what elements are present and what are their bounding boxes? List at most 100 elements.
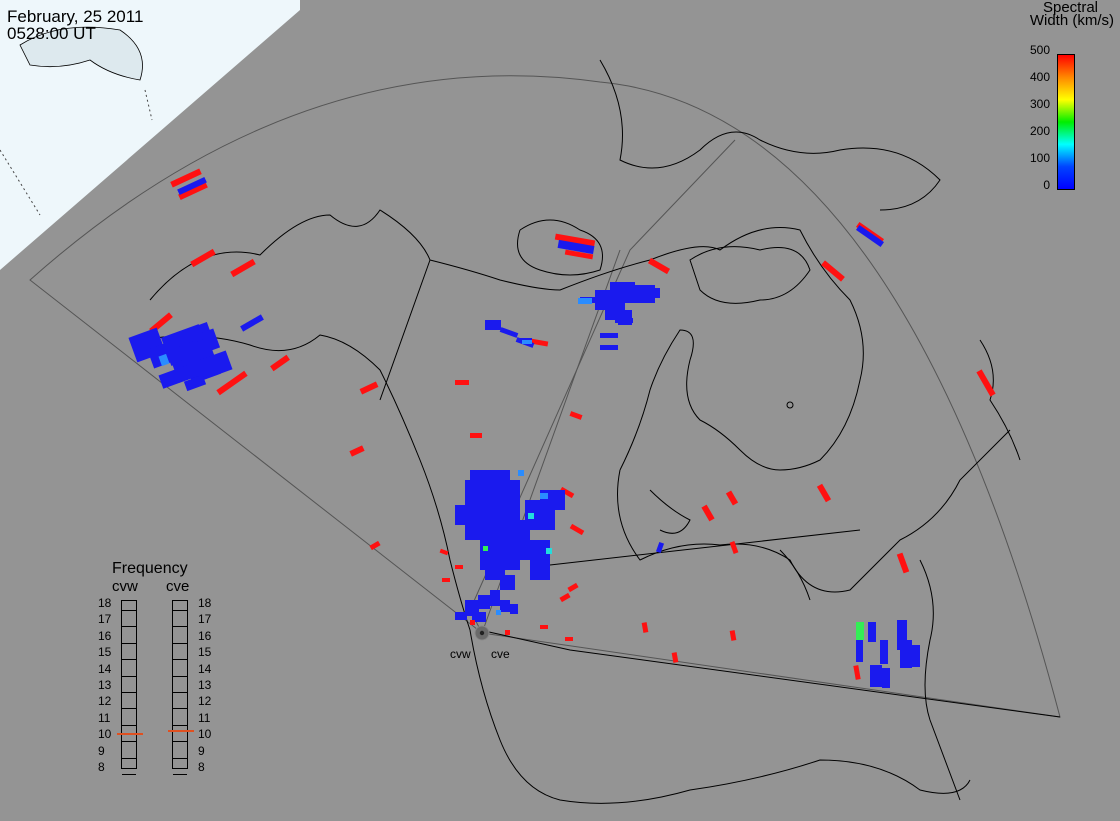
- scatter-cell: [540, 625, 548, 629]
- scatter-cell: [565, 637, 573, 641]
- frequency-scale-label: 8: [198, 760, 205, 774]
- colorbar-tick: 0: [1043, 178, 1050, 192]
- radar-label-cvw: cvw: [450, 647, 471, 661]
- frequency-indicator: [168, 729, 194, 732]
- scatter-cell: [201, 328, 221, 352]
- colorbar-subtitle: Width (km/s): [1029, 12, 1114, 29]
- frequency-gauge-cve: [168, 600, 194, 775]
- frequency-tick: [173, 675, 187, 677]
- frequency-scale-label: 13: [198, 678, 212, 692]
- frequency-tick: [173, 642, 187, 644]
- frequency-gauge-cvw: [117, 600, 143, 775]
- frequency-scale-label: 16: [98, 628, 112, 643]
- frequency-tick: [122, 659, 136, 661]
- scatter-cell: [554, 233, 596, 247]
- scatter-cell: [510, 604, 518, 614]
- scatter-cell: [578, 298, 592, 304]
- scatter-cell: [976, 369, 996, 397]
- scatter-cell: [618, 310, 632, 325]
- scatter-cell: [821, 260, 845, 282]
- scatter-cell: [729, 630, 737, 641]
- scatter-cell: [359, 381, 379, 395]
- scatter-cell: [518, 470, 524, 476]
- scatter-cell: [725, 490, 739, 506]
- colorbar-tick: 200: [1029, 124, 1050, 138]
- frequency-tick: [122, 724, 136, 726]
- scatter-cell: [647, 257, 671, 275]
- frequency-tick: [173, 692, 187, 693]
- scatter-cell: [559, 486, 575, 499]
- frequency-scale-label: 14: [98, 661, 112, 676]
- scatter-cell: [455, 612, 467, 620]
- frequency-tick: [122, 708, 136, 710]
- frequency-tick: [122, 692, 136, 693]
- frequency-scale-label: 11: [198, 710, 211, 725]
- scatter-cell: [197, 350, 233, 380]
- frequency-scale-label: 15: [198, 645, 212, 660]
- scatter-cell: [439, 548, 449, 556]
- scatter-cell: [520, 540, 550, 560]
- frequency-tick: [173, 610, 187, 611]
- frequency-tick: [173, 626, 187, 628]
- scatter-cell: [270, 354, 290, 372]
- frequency-scale-label: 10: [198, 727, 212, 742]
- scatter-cell: [896, 552, 910, 574]
- time-label: 0528:00 UT: [7, 24, 96, 43]
- scatter-cell: [470, 620, 475, 625]
- frequency-tick: [173, 741, 187, 743]
- frequency-scale-label: 18: [198, 596, 212, 610]
- scatter-cell: [900, 640, 912, 668]
- scatter-cell: [559, 592, 571, 603]
- colorbar: [1057, 54, 1075, 190]
- scatter-cell: [490, 470, 510, 480]
- scatter-cell: [183, 374, 207, 392]
- scatter-cell: [912, 645, 920, 667]
- scatter-cell: [641, 622, 649, 633]
- frequency-scale-label: 12: [98, 694, 112, 709]
- frequency-scale-label: 15: [98, 645, 112, 660]
- scatter-cell: [170, 168, 202, 188]
- colorbar-tick: 100: [1029, 151, 1050, 165]
- scatter-cell: [529, 338, 549, 347]
- colorbar-tick: 500: [1029, 43, 1050, 57]
- frequency-scale-label: 16: [198, 628, 212, 643]
- scatter-cell: [868, 622, 876, 642]
- scatter-cell: [190, 248, 216, 268]
- frequency-scale-label: 17: [198, 612, 212, 627]
- frequency-scale-label: 14: [198, 661, 212, 676]
- frequency-tick: [122, 741, 136, 743]
- colorbar-tick: 400: [1029, 70, 1050, 84]
- scatter-cell: [528, 513, 534, 519]
- frequency-scale-label: 8: [98, 760, 105, 774]
- scatter-cell: [240, 314, 264, 332]
- scatter-cell: [546, 548, 552, 554]
- colorbar-tick: 300: [1029, 97, 1050, 111]
- scatter-cell: [855, 224, 885, 248]
- scatter-cell: [455, 380, 469, 385]
- scatter-cell: [485, 320, 501, 330]
- frequency-tick: [173, 774, 187, 775]
- scatter-cell: [897, 620, 907, 650]
- scatter-cells: [128, 168, 996, 688]
- scatter-cell: [530, 560, 550, 580]
- frequency-scale-label: 11: [98, 710, 111, 725]
- scatter-cell: [856, 622, 864, 640]
- scatter-cell: [349, 445, 365, 457]
- scatter-cell: [729, 541, 739, 554]
- scatter-cell: [158, 365, 192, 389]
- scatter-cell: [500, 575, 515, 590]
- frequency-scale-label: 18: [98, 596, 112, 610]
- scatter-cell: [856, 640, 863, 662]
- scatter-cell: [569, 523, 585, 536]
- scatter-cell: [496, 610, 501, 615]
- frequency-scale-label: 13: [98, 678, 112, 692]
- scatter-cell: [540, 493, 548, 499]
- frequency-tick: [122, 774, 136, 775]
- scatter-cell: [870, 665, 882, 687]
- frequency-scale-label: 10: [98, 727, 112, 742]
- scatter-cell: [470, 433, 482, 438]
- frequency-tick: [122, 757, 136, 759]
- scatter-cell: [569, 411, 583, 420]
- scatter-cell: [853, 665, 861, 680]
- field-of-view-outline: [29, 75, 1061, 718]
